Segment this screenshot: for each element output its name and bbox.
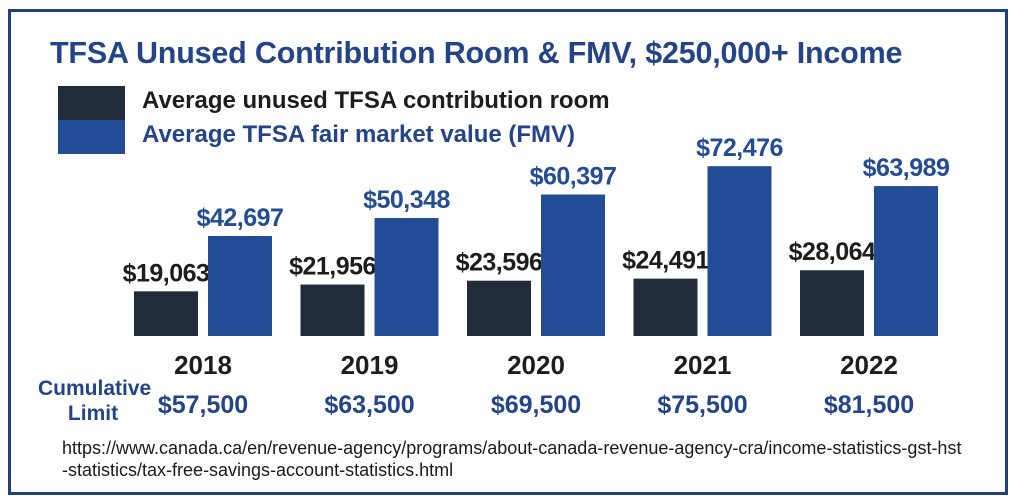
bar-unused-2022 [800,270,864,336]
legend-swatch-unused-room [58,86,125,120]
data-label-unused-2018: $19,063 [123,259,210,287]
data-label-fmv-2022: $63,989 [863,154,950,182]
data-label-unused-2020: $23,596 [456,249,543,277]
x-tick-label-2019: 2019 [341,350,399,380]
cumulative-limit-title: Cumulative Limit [38,377,152,425]
x-tick-label-2022: 2022 [840,350,898,380]
x-tick-label-2021: 2021 [674,350,732,380]
bar-fmv-2020 [541,194,605,336]
cumulative-limit-2020: $69,500 [491,391,581,419]
cumulative-limit-2022: $81,500 [824,391,914,419]
x-tick-label-2018: 2018 [174,350,232,380]
bar-unused-2021 [633,278,698,336]
x-tick-label-2020: 2020 [507,350,565,380]
chart-frame [8,9,1008,495]
bar-fmv-2022 [874,186,938,336]
chart-title: TFSA Unused Contribution Room & FMV, $25… [50,36,903,70]
data-label-unused-2021: $24,491 [622,247,709,275]
legend-label-unused-room: Average unused TFSA contribution room [142,87,610,114]
source-url: https://www.canada.ca/en/revenue-agency/… [62,438,962,480]
data-label-fmv-2019: $50,348 [363,186,450,214]
bar-fmv-2021 [707,166,772,336]
bar-unused-2018 [134,291,198,336]
data-label-unused-2019: $21,956 [289,253,376,281]
bar-unused-2020 [467,280,531,336]
cumulative-limit-2019: $63,500 [324,391,414,419]
legend-label-fmv: Average TFSA fair market value (FMV) [142,121,576,148]
bar-fmv-2019 [374,218,439,336]
cumulative-limit-2021: $75,500 [657,391,747,419]
legend-swatch-fmv [58,120,125,154]
data-label-fmv-2020: $60,397 [530,162,617,190]
data-label-unused-2022: $28,064 [789,238,876,266]
data-label-fmv-2018: $42,697 [197,204,284,232]
bar-fmv-2018 [208,235,272,336]
bar-unused-2019 [300,284,365,336]
data-label-fmv-2021: $72,476 [696,134,783,162]
cumulative-limit-2018: $57,500 [158,391,248,419]
